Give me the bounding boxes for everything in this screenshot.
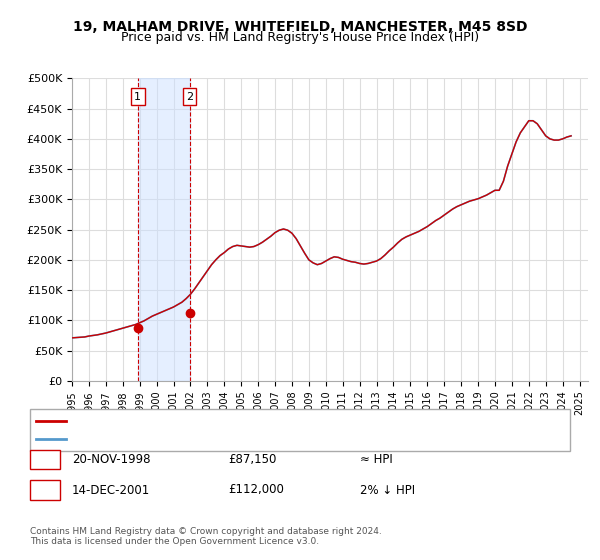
Text: Price paid vs. HM Land Registry's House Price Index (HPI): Price paid vs. HM Land Registry's House …: [121, 31, 479, 44]
Text: 2% ↓ HPI: 2% ↓ HPI: [360, 483, 415, 497]
Text: 19, MALHAM DRIVE, WHITEFIELD, MANCHESTER, M45 8SD (detached house): 19, MALHAM DRIVE, WHITEFIELD, MANCHESTER…: [72, 416, 469, 426]
Text: 20-NOV-1998: 20-NOV-1998: [72, 452, 151, 466]
Text: 14-DEC-2001: 14-DEC-2001: [72, 483, 150, 497]
Text: 1: 1: [134, 91, 142, 101]
Text: 2: 2: [41, 485, 49, 495]
Text: 19, MALHAM DRIVE, WHITEFIELD, MANCHESTER, M45 8SD: 19, MALHAM DRIVE, WHITEFIELD, MANCHESTER…: [73, 20, 527, 34]
Text: £87,150: £87,150: [228, 452, 277, 466]
Bar: [138, 78, 190, 381]
Text: 2: 2: [186, 91, 193, 101]
Text: 1: 1: [41, 454, 49, 464]
Text: Contains HM Land Registry data © Crown copyright and database right 2024.
This d: Contains HM Land Registry data © Crown c…: [30, 526, 382, 546]
Text: £112,000: £112,000: [228, 483, 284, 497]
Text: HPI: Average price, detached house, Bury: HPI: Average price, detached house, Bury: [72, 434, 289, 444]
Text: ≈ HPI: ≈ HPI: [360, 452, 393, 466]
